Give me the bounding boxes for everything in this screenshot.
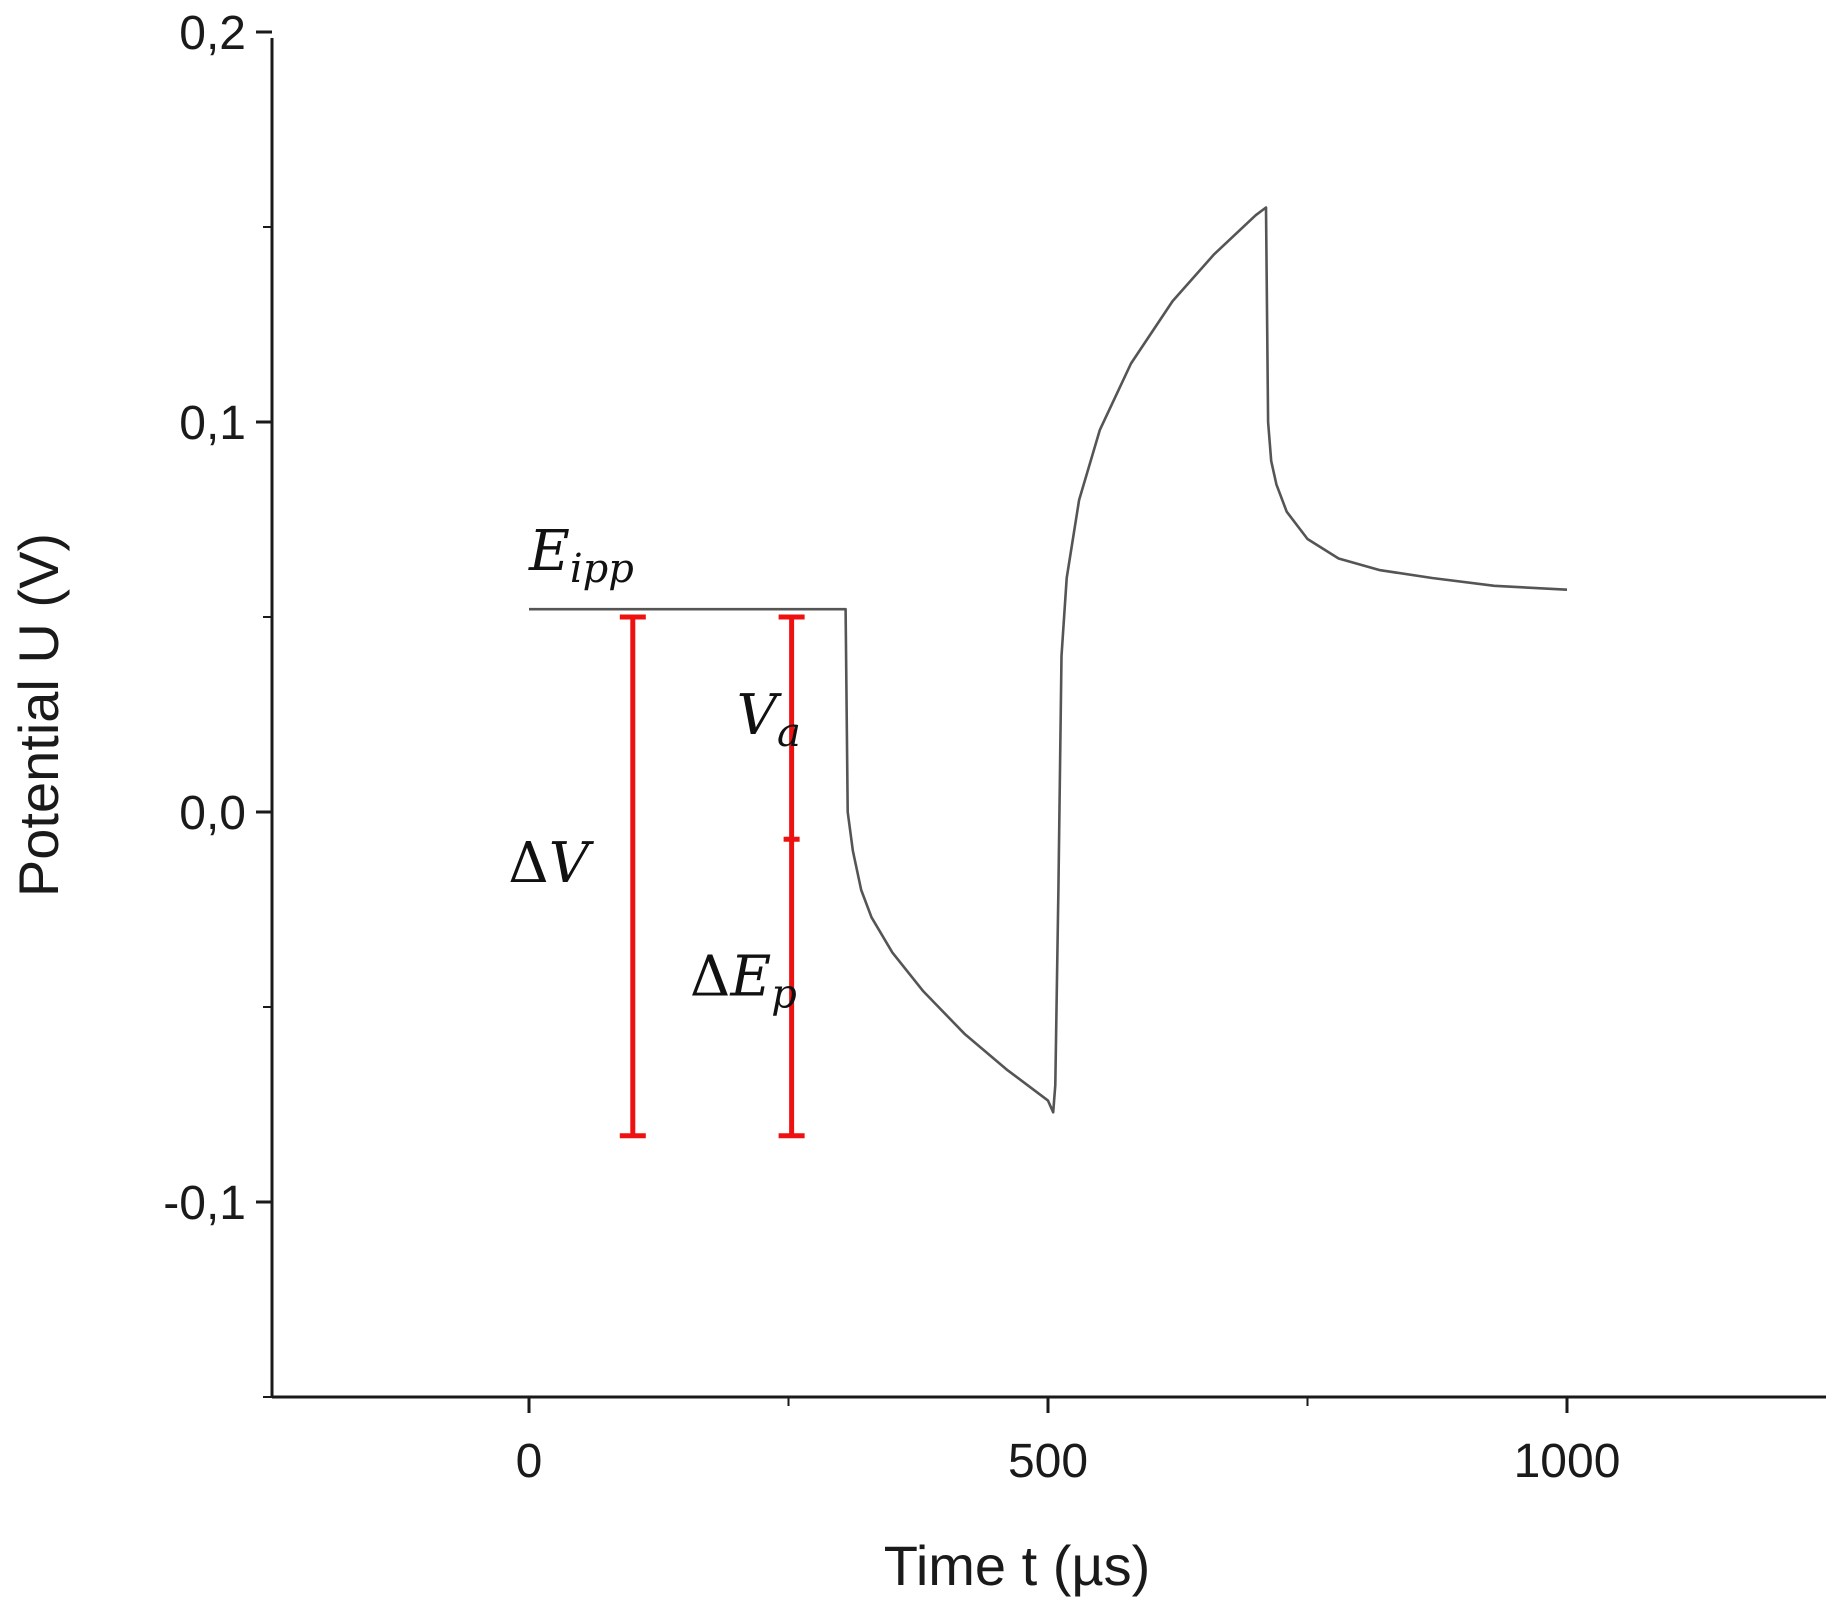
annotation-label: Eipp	[528, 519, 634, 592]
y-tick-label: 0,2	[179, 7, 246, 60]
y-tick-label: 0,1	[179, 397, 246, 450]
annotations: Eipp Va ΔV ΔEp	[508, 519, 801, 1017]
y-tick-label: 0,0	[179, 787, 246, 840]
annotation-label: ΔEp	[690, 944, 797, 1017]
series	[529, 206, 1568, 1114]
x-tick-label: 1000	[1514, 1435, 1621, 1488]
y-tick-label: -0,1	[163, 1177, 246, 1230]
x-tick-label: 0	[516, 1435, 543, 1488]
annotation-label: Va	[737, 683, 801, 756]
axes	[270, 38, 1826, 1399]
ticks: -0,1 0,0 0,1 0,2 0 500 1000	[163, 7, 1620, 1488]
x-tick-label: 500	[1008, 1435, 1088, 1488]
x-axis-title: Time t (µs)	[884, 1534, 1151, 1597]
y-axis-title: Potential U (V)	[7, 533, 70, 897]
range-markers	[619, 614, 805, 1139]
signal-line	[529, 206, 1568, 1114]
annotation-label: ΔV	[508, 831, 594, 896]
